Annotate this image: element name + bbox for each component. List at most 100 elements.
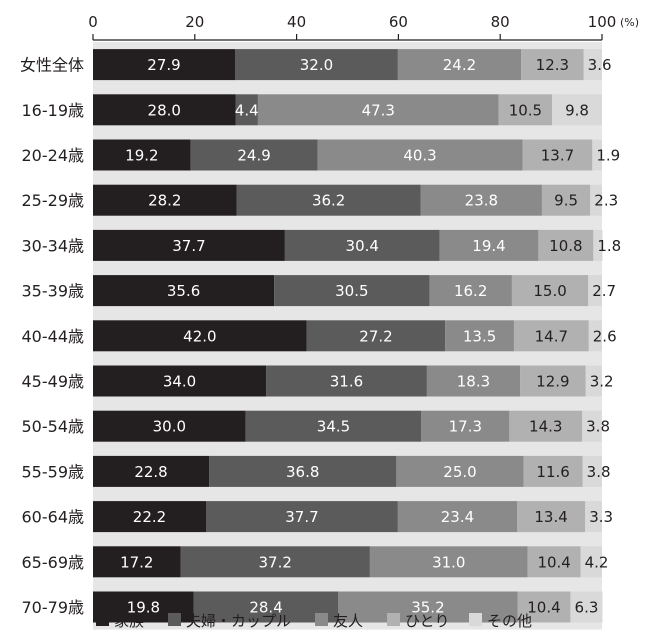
category-label-5: 35-39歳 bbox=[22, 282, 85, 301]
bar-segment-8-3 bbox=[509, 410, 583, 442]
bar-segment-6-1 bbox=[306, 320, 446, 352]
bar-segment-11-4 bbox=[580, 546, 602, 578]
bar-segment-4-3 bbox=[538, 229, 594, 261]
category-label-10: 60-64歳 bbox=[22, 508, 85, 527]
category-label-4: 30-34歳 bbox=[22, 236, 85, 255]
bar-value-label-12-1: 28.4 bbox=[249, 599, 282, 617]
bar-segment-10-0 bbox=[93, 501, 206, 533]
category-label-11: 65-69歳 bbox=[22, 553, 85, 572]
bar-segment-10-3 bbox=[516, 501, 586, 533]
bar-value-label-2-0: 19.2 bbox=[125, 147, 158, 165]
bar-value-label-4-4: 1.8 bbox=[597, 237, 621, 255]
bar-segment-1-3 bbox=[498, 94, 553, 126]
x-axis-unit: (%) bbox=[620, 16, 639, 29]
bar-segment-3-3 bbox=[541, 184, 591, 216]
legend-label-1: 夫婦・カップル bbox=[186, 612, 291, 630]
bar-value-label-9-0: 22.8 bbox=[134, 463, 167, 481]
bar-segment-11-1 bbox=[180, 546, 370, 578]
bar-segment-2-0 bbox=[93, 139, 191, 171]
x-tick-label-100: 100 bbox=[588, 13, 617, 31]
bar-segment-9-0 bbox=[93, 455, 210, 487]
bar-segment-8-1 bbox=[245, 410, 422, 442]
category-label-8: 50-54歳 bbox=[22, 417, 85, 436]
bar-segment-12-4 bbox=[570, 591, 603, 623]
category-label-6: 40-44歳 bbox=[22, 327, 85, 346]
bar-segment-9-4 bbox=[582, 455, 602, 487]
bar-value-label-0-2: 24.2 bbox=[443, 56, 476, 74]
bar-value-label-11-1: 37.2 bbox=[259, 553, 292, 571]
bar-value-label-9-2: 25.0 bbox=[443, 463, 476, 481]
bar-value-label-9-1: 36.8 bbox=[286, 463, 319, 481]
bar-value-label-2-2: 40.3 bbox=[403, 147, 436, 165]
category-label-9: 55-59歳 bbox=[22, 462, 85, 481]
bar-segment-12-3 bbox=[517, 591, 571, 623]
bar-segment-1-1 bbox=[235, 94, 258, 126]
bar-value-label-7-0: 34.0 bbox=[163, 373, 196, 391]
bar-value-label-8-0: 30.0 bbox=[153, 418, 186, 436]
x-tick-label-20: 20 bbox=[185, 13, 204, 31]
bar-segment-9-2 bbox=[396, 455, 524, 487]
bar-segment-6-3 bbox=[513, 320, 589, 352]
bar-value-label-1-0: 28.0 bbox=[148, 101, 181, 119]
bar-value-label-4-3: 10.8 bbox=[549, 237, 582, 255]
bar-segment-4-4 bbox=[593, 229, 603, 261]
bar-value-label-12-2: 35.2 bbox=[411, 599, 444, 617]
bar-value-label-5-3: 15.0 bbox=[533, 282, 566, 300]
bar-segment-2-4 bbox=[592, 139, 602, 171]
bar-value-label-12-3: 10.4 bbox=[527, 599, 560, 617]
category-label-7: 45-49歳 bbox=[22, 372, 85, 391]
bar-segment-7-2 bbox=[426, 365, 521, 397]
bar-value-label-0-1: 32.0 bbox=[300, 56, 333, 74]
category-label-0: 女性全体 bbox=[20, 56, 84, 75]
x-tick-label-80: 80 bbox=[491, 13, 510, 31]
bar-segment-0-4 bbox=[583, 49, 602, 81]
bar-segment-1-2 bbox=[257, 94, 499, 126]
bar-segment-5-1 bbox=[274, 275, 430, 307]
bar-segment-4-0 bbox=[93, 229, 285, 261]
x-tick-label-60: 60 bbox=[389, 13, 408, 31]
bar-value-label-11-2: 31.0 bbox=[432, 553, 465, 571]
legend-swatch-0 bbox=[96, 613, 109, 626]
bar-value-label-0-4: 3.6 bbox=[588, 56, 612, 74]
bar-segment-6-0 bbox=[93, 320, 307, 352]
bar-value-label-4-1: 30.4 bbox=[346, 237, 379, 255]
bar-segment-11-2 bbox=[369, 546, 528, 578]
bar-value-label-7-2: 18.3 bbox=[457, 373, 490, 391]
bar-value-label-4-0: 37.7 bbox=[172, 237, 205, 255]
bar-segment-8-4 bbox=[582, 410, 602, 442]
legend-label-4: その他 bbox=[487, 612, 532, 630]
bar-segment-0-0 bbox=[93, 49, 236, 81]
bar-value-label-5-2: 16.2 bbox=[454, 282, 487, 300]
bar-segment-10-4 bbox=[585, 501, 602, 533]
bar-segment-10-1 bbox=[205, 501, 398, 533]
bar-value-label-8-1: 34.5 bbox=[317, 418, 350, 436]
bar-value-label-6-3: 14.7 bbox=[535, 327, 568, 345]
bar-value-label-6-2: 13.5 bbox=[463, 327, 496, 345]
bar-value-label-10-3: 13.4 bbox=[534, 508, 567, 526]
bar-value-label-10-1: 37.7 bbox=[285, 508, 318, 526]
bar-value-label-9-4: 3.8 bbox=[587, 463, 611, 481]
legend-swatch-1 bbox=[168, 613, 181, 626]
bar-value-label-2-3: 13.7 bbox=[541, 147, 574, 165]
category-label-3: 25-29歳 bbox=[22, 191, 85, 210]
bar-segment-7-3 bbox=[520, 365, 586, 397]
bar-segment-4-1 bbox=[284, 229, 440, 261]
bar-value-label-7-4: 3.2 bbox=[590, 373, 614, 391]
bar-value-label-12-0: 19.8 bbox=[127, 599, 160, 617]
bar-segment-6-2 bbox=[445, 320, 514, 352]
bar-segment-4-2 bbox=[439, 229, 539, 261]
bar-segment-0-2 bbox=[397, 49, 522, 81]
bar-value-label-8-4: 3.8 bbox=[586, 418, 610, 436]
bar-segment-7-4 bbox=[585, 365, 602, 397]
bar-value-label-1-1: 4.4 bbox=[235, 101, 259, 119]
bar-segment-2-2 bbox=[317, 139, 523, 171]
bar-value-label-1-2: 47.3 bbox=[362, 101, 395, 119]
category-label-2: 20-24歳 bbox=[22, 146, 85, 165]
bar-value-label-2-1: 24.9 bbox=[237, 147, 270, 165]
bar-segment-5-3 bbox=[511, 275, 589, 307]
bar-value-label-2-4: 1.9 bbox=[596, 147, 620, 165]
bar-value-label-3-4: 2.3 bbox=[594, 192, 618, 210]
bar-value-label-3-2: 23.8 bbox=[465, 192, 498, 210]
category-label-1: 16-19歳 bbox=[22, 101, 85, 120]
bar-segment-2-3 bbox=[522, 139, 593, 171]
